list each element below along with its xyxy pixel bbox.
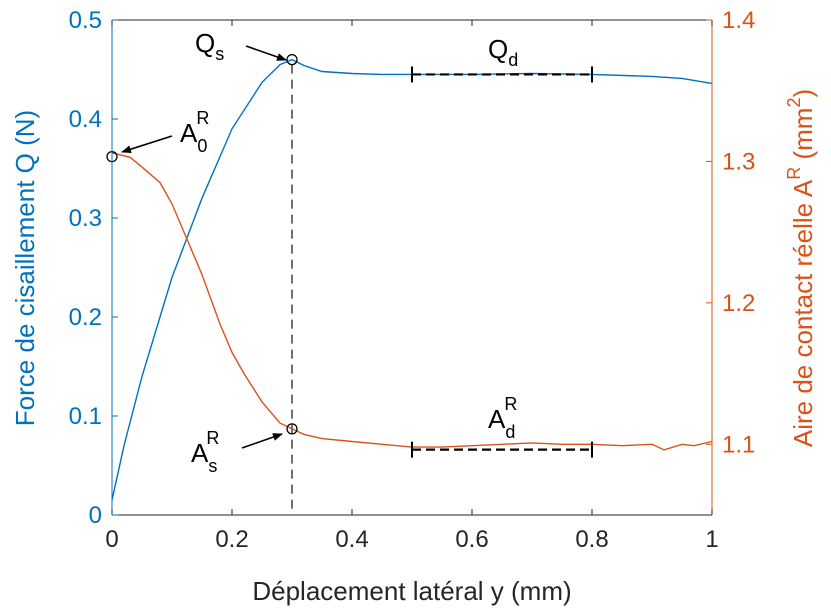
x-axis-label: Déplacement latéral y (mm) [252, 576, 571, 606]
annotation-qs: Qs [195, 28, 224, 64]
annotation-asr: AsR [191, 428, 219, 476]
marker-layer [106, 53, 298, 435]
x-tick-label: 0 [105, 526, 118, 553]
x-tick-label: 1 [705, 526, 718, 553]
y-right-tick-label: 1.4 [722, 7, 755, 34]
y-left-tick-label: 0.3 [69, 205, 102, 232]
y-left-tick-label: 0.2 [69, 304, 102, 331]
series-line-shear-force [111, 58, 713, 501]
y-axis-right-label-unit-sup: 2 [784, 98, 804, 108]
annotation-qs-arrow [245, 45, 287, 61]
x-tick-label: 0.2 [215, 526, 248, 553]
x-tick-label: 0.8 [575, 526, 608, 553]
y-right-tick-label: 1.3 [722, 148, 755, 175]
y-axis-right-label-unit: (mm [788, 108, 818, 167]
y-left-tick-label: 0 [89, 502, 102, 529]
y-left-tick-label: 0.4 [69, 106, 102, 133]
y-axis-right-label: Aire de contact réelle AR (mm2) [784, 89, 818, 447]
marker-point-2 [286, 423, 298, 435]
reference-layer [291, 64, 593, 515]
y-axis-left-label: Force de cisaillement Q (N) [10, 110, 40, 426]
tick-layer: 0 0.2 0.4 0.6 0.8 1 0 0.1 0.2 0.3 0.4 0.5 1.1 1.2 1.3 1… [69, 7, 756, 553]
annotation-a0r: A0R [180, 108, 209, 156]
annotation-a0r-arrow [121, 135, 173, 154]
x-tick-label: 0.6 [455, 526, 488, 553]
annotation-adr: AdR [488, 394, 517, 442]
y-axis-right-label-main: Aire de contact réelle A [788, 179, 818, 447]
y-right-tick-label: 1.2 [722, 290, 755, 317]
y-left-tick-label: 0.5 [69, 7, 102, 34]
series-line-contact-area [111, 152, 713, 451]
y-axis-right-label-close: ) [788, 89, 818, 98]
y-axis-right-label-sup: R [784, 167, 804, 180]
series-layer [111, 58, 713, 501]
x-tick-label: 0.4 [335, 526, 368, 553]
y-right-tick-label: 1.1 [722, 431, 755, 458]
annotation-asr-arrow [241, 433, 283, 449]
annotation-qd: Qd [488, 34, 518, 70]
y-left-tick-label: 0.1 [69, 403, 102, 430]
marker-point-0 [286, 53, 298, 66]
